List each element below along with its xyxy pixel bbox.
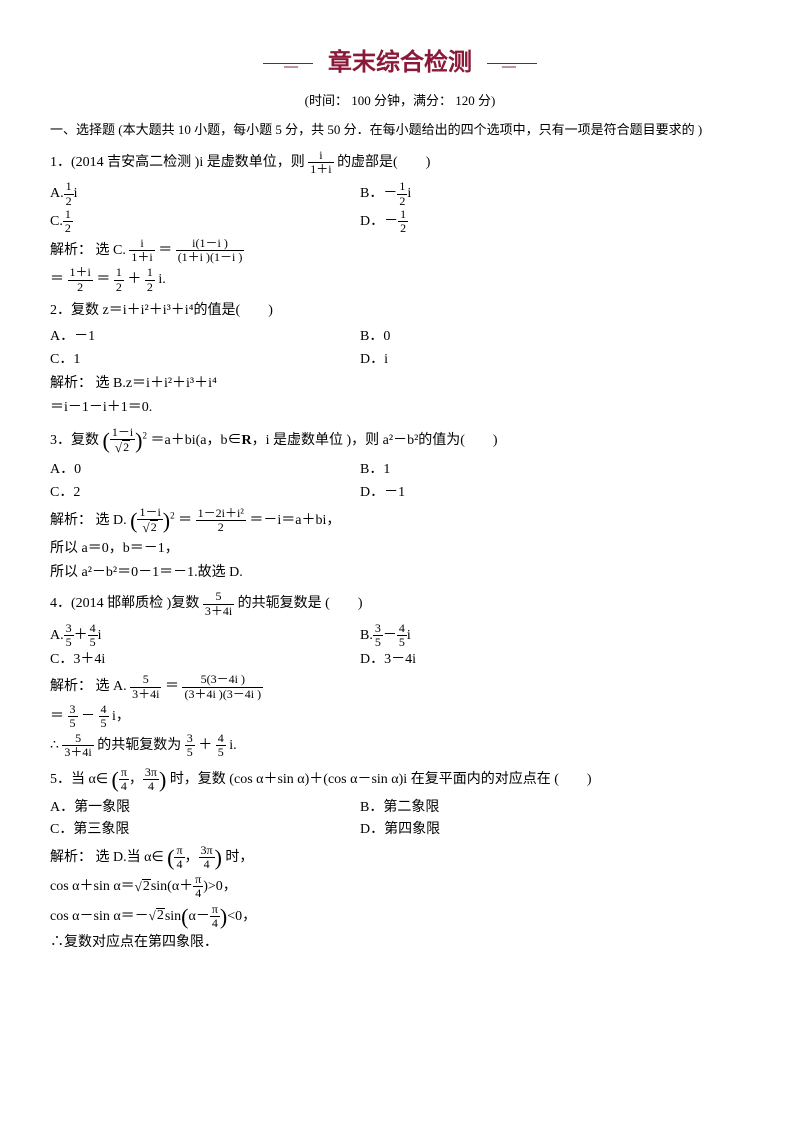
q4-opt-c: C．3＋4i	[50, 649, 360, 671]
question-2: 2．复数 z＝i＋i²＋i³＋i⁴的值是( )	[50, 300, 750, 322]
q3-opt-b: B．1	[360, 459, 670, 481]
q1-frac: i1＋i	[308, 149, 333, 176]
q4-options: A.35＋45i B.35－45i C．3＋4i D．3－4i	[50, 622, 750, 672]
q4-opt-b: B.35－45i	[360, 622, 670, 649]
q1-opt-b: B．－12i	[360, 180, 670, 207]
section-intro: 一、选择题 (本大题共 10 小题，每小题 5 分，共 50 分．在每小题给出的…	[50, 120, 750, 141]
q1-text-a: 1．(2014 吉安高二检测 )i 是虚数单位，则	[50, 155, 308, 170]
q1-opt-d: D．－12	[360, 208, 670, 235]
q1-text-b: 的虚部是( )	[337, 155, 430, 170]
q4-opt-d: D．3－4i	[360, 649, 670, 671]
q4-solution-3: ∴ 53＋4i 的共轭复数为 35 ＋ 45 i.	[50, 732, 750, 759]
question-1: 1．(2014 吉安高二检测 )i 是虚数单位，则 i1＋i 的虚部是( )	[50, 149, 750, 176]
q3-options: A．0 B．1 C．2 D．－1	[50, 459, 750, 504]
q5-opt-d: D．第四象限	[360, 819, 670, 841]
q3-opt-a: A．0	[50, 459, 360, 481]
q5-solution-2: cos α＋sin α＝2sin(α＋π4)>0，	[50, 873, 750, 900]
q1-opt-a: A.12i	[50, 180, 360, 207]
q2-solution-1: 解析： 选 B.z＝i＋i²＋i³＋i⁴	[50, 373, 750, 395]
question-4: 4．(2014 邯郸质检 )复数 53＋4i 的共轭复数是 ( )	[50, 590, 750, 617]
q4-solution-1: 解析： 选 A. 53＋4i ＝ 5(3－4i )(3＋4i )(3－4i )	[50, 673, 750, 700]
q2-options: A．－1 B．0 C．1 D．i	[50, 326, 750, 371]
q2-opt-d: D．i	[360, 349, 670, 371]
page-title: 章末综合检测	[298, 40, 502, 86]
q5-solution-3: cos α－sin α＝－2sin(α－π4)<0，	[50, 903, 750, 930]
q4-solution-2: ＝ 35 － 45 i，	[50, 703, 750, 730]
q1-options: A.12i B．－12i C.12 D．－12	[50, 180, 750, 235]
q2-opt-b: B．0	[360, 326, 670, 348]
q5-opt-c: C．第三象限	[50, 819, 360, 841]
q5-opt-a: A．第一象限	[50, 797, 360, 819]
q5-opt-b: B．第二象限	[360, 797, 670, 819]
q3-opt-d: D．－1	[360, 482, 670, 504]
q5-solution-4: ∴复数对应点在第四象限．	[50, 932, 750, 954]
q1-opt-c: C.12	[50, 208, 360, 235]
subtitle: (时间： 100 分钟，满分： 120 分)	[50, 91, 750, 112]
title-banner: —章末综合检测—	[50, 40, 750, 86]
q2-solution-2: ＝i－1－i＋1＝0.	[50, 397, 750, 419]
question-3: 3．复数 (1－i2)2 ＝a＋bi(a，b∈R，i 是虚数单位 )，则 a²－…	[50, 426, 750, 455]
q1-solution-2: ＝ 1＋i2 ＝ 12 ＋ 12 i.	[50, 266, 750, 293]
q3-opt-c: C．2	[50, 482, 360, 504]
q4-opt-a: A.35＋45i	[50, 622, 360, 649]
q3-solution-2: 所以 a＝0，b＝－1，	[50, 538, 750, 560]
question-5: 5．当 α∈ (π4，3π4) 时，复数 (cos α＋sin α)＋(cos …	[50, 766, 750, 793]
q5-solution-1: 解析： 选 D.当 α∈ (π4，3π4) 时，	[50, 844, 750, 871]
q1-solution: 解析： 选 C. i1＋i ＝ i(1－i )(1＋i )(1－i )	[50, 237, 750, 264]
q3-solution-1: 解析： 选 D. (1－i2)2 ＝ 1－2i＋i²2 ＝－i＝a＋bi，	[50, 506, 750, 535]
q2-opt-a: A．－1	[50, 326, 360, 348]
q5-options: A．第一象限 B．第二象限 C．第三象限 D．第四象限	[50, 797, 750, 842]
q2-opt-c: C．1	[50, 349, 360, 371]
q3-solution-3: 所以 a²－b²＝0－1＝－1.故选 D.	[50, 562, 750, 584]
